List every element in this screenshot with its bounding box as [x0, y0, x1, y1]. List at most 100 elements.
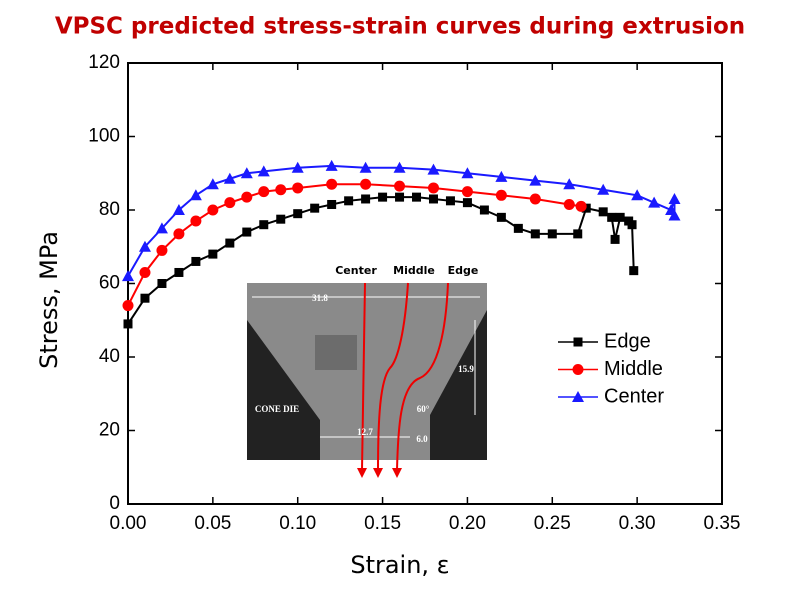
marker — [530, 229, 540, 239]
x-tick-label: 0.20 — [449, 513, 486, 534]
marker — [122, 270, 134, 282]
marker — [310, 203, 320, 213]
marker — [573, 229, 583, 239]
marker — [223, 172, 236, 184]
y-tick-label: 120 — [88, 52, 120, 73]
marker — [326, 178, 338, 190]
x-tick-label: 0.30 — [619, 513, 656, 534]
x-axis-label: Strain, ε — [350, 551, 449, 579]
y-tick-label: 100 — [88, 126, 120, 147]
marker — [615, 212, 625, 222]
arrow-head — [357, 468, 367, 478]
y-tick-label: 60 — [99, 273, 120, 294]
marker — [668, 192, 681, 204]
marker — [225, 238, 235, 248]
marker — [395, 192, 405, 202]
legend-marker — [573, 337, 583, 347]
x-tick-label: 0.10 — [279, 513, 316, 534]
marker — [668, 209, 681, 221]
marker — [427, 182, 439, 194]
marker — [428, 194, 438, 204]
inset-label: 31.8 — [312, 293, 328, 303]
y-axis-label: Stress, MPa — [35, 231, 63, 369]
marker — [208, 249, 218, 259]
flow-line — [361, 282, 366, 471]
marker — [529, 174, 542, 186]
marker — [174, 267, 184, 277]
marker — [629, 266, 639, 276]
marker — [156, 244, 168, 256]
marker — [257, 165, 270, 177]
marker — [479, 205, 489, 215]
chart-title: VPSC predicted stress-strain curves duri… — [55, 14, 745, 40]
marker — [462, 198, 472, 208]
y-tick-label: 0 — [109, 493, 120, 514]
marker — [157, 279, 167, 288]
marker — [123, 319, 133, 329]
flow-line — [377, 282, 409, 471]
inset-label: 6.0 — [416, 434, 428, 444]
x-tick-label: 0.35 — [704, 513, 741, 534]
marker — [648, 196, 661, 208]
marker — [140, 293, 150, 303]
marker — [412, 192, 422, 202]
marker — [325, 159, 338, 171]
marker — [563, 198, 575, 210]
marker — [607, 212, 617, 222]
legend-marker — [572, 364, 584, 375]
inset: Center Middle Edge 31.8 15.9 CONE DIE 60… — [247, 264, 487, 478]
marker — [190, 215, 202, 227]
legend-label: Middle — [604, 358, 663, 380]
marker — [293, 209, 303, 219]
marker — [394, 180, 406, 192]
marker — [276, 214, 286, 224]
marker — [445, 196, 455, 206]
x-tick-label: 0.05 — [194, 513, 231, 534]
legend-marker — [572, 391, 584, 402]
die-left — [247, 320, 320, 460]
marker — [529, 193, 541, 205]
marker — [240, 167, 253, 179]
flow-line — [396, 282, 449, 471]
marker — [224, 197, 236, 209]
marker — [359, 161, 372, 173]
marker — [122, 300, 134, 312]
marker — [189, 189, 202, 201]
marker — [172, 204, 185, 215]
marker — [327, 199, 337, 209]
inset-curve-label: Middle — [393, 264, 435, 277]
marker — [563, 178, 576, 190]
legend-label: Edge — [604, 330, 651, 352]
marker — [207, 204, 219, 216]
marker — [258, 186, 270, 198]
marker — [361, 194, 371, 204]
x-tick-label: 0.25 — [534, 513, 571, 534]
y-tick-label: 20 — [99, 420, 120, 441]
x-tick-label: 0.15 — [364, 513, 401, 534]
inset-curve-label: Center — [335, 264, 377, 277]
marker — [378, 192, 388, 202]
marker — [598, 207, 608, 217]
marker — [344, 196, 354, 206]
y-tick-label: 40 — [99, 346, 120, 367]
marker — [206, 178, 219, 190]
inset-label: 60° — [417, 404, 430, 414]
marker — [139, 266, 151, 278]
marker — [360, 178, 372, 190]
marker — [241, 191, 253, 203]
inset-patch — [315, 335, 357, 370]
y-tick-label: 80 — [99, 199, 120, 220]
inset-label: CONE DIE — [255, 404, 299, 414]
arrow-head — [392, 468, 402, 478]
arrow-head — [373, 468, 383, 478]
x-tick-label: 0.00 — [110, 513, 147, 534]
inset-label: 15.9 — [458, 364, 474, 374]
inset-label: 12.7 — [357, 427, 373, 437]
marker — [292, 182, 304, 194]
marker — [461, 167, 474, 179]
marker — [547, 229, 557, 239]
inset-curve-label: Edge — [448, 264, 479, 277]
marker — [275, 184, 287, 196]
marker — [427, 163, 440, 175]
